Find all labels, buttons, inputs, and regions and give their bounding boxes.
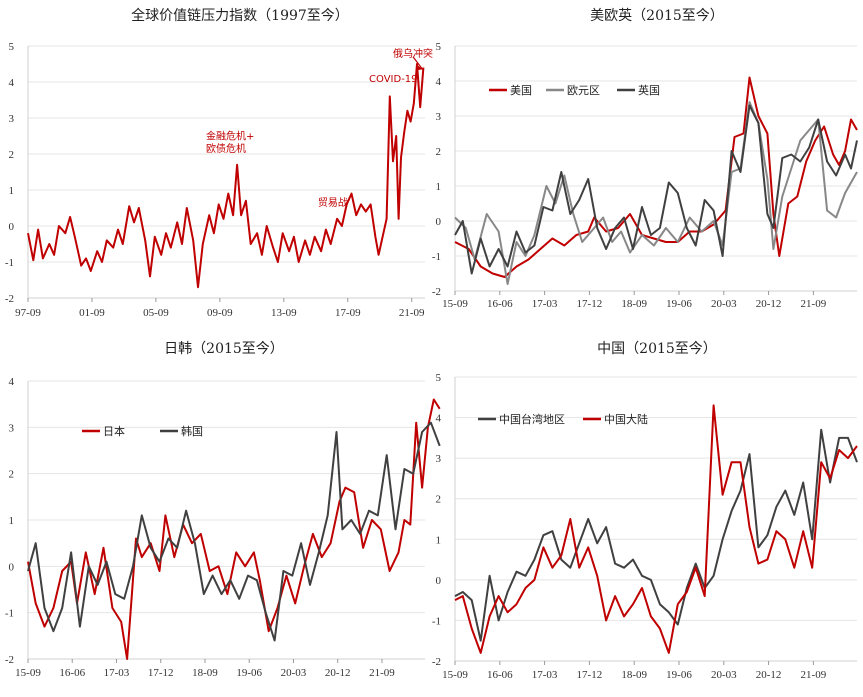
y-tick-label: 0	[9, 221, 15, 233]
x-tick-label: 15-09	[15, 667, 41, 679]
x-tick-label: 17-09	[335, 307, 361, 319]
x-tick-label: 20-12	[756, 298, 782, 310]
y-tick-label: 0	[9, 561, 15, 573]
x-tick-label: 15-09	[442, 669, 468, 681]
x-tick-label: 17-03	[104, 667, 130, 679]
legend-label: 欧元区	[567, 84, 600, 97]
y-tick-label: -1	[5, 257, 14, 269]
x-tick-label: 21-09	[369, 667, 395, 679]
y-tick-label: 4	[436, 413, 442, 425]
x-tick-label: 18-09	[621, 298, 647, 310]
x-tick-label: 19-06	[236, 667, 262, 679]
y-tick-label: -2	[5, 293, 14, 305]
annotation-label: COVID-19	[369, 74, 418, 85]
y-tick-label: -2	[5, 654, 14, 666]
x-tick-label: 20-03	[711, 298, 737, 310]
y-tick-label: 5	[436, 372, 442, 384]
x-tick-label: 01-09	[79, 307, 105, 319]
annotation-label: 俄乌冲突	[393, 47, 433, 60]
annotation-arrow	[412, 56, 424, 70]
annotation-arrowhead	[415, 64, 423, 71]
x-tick-label: 16-06	[59, 667, 85, 679]
x-tick-label: 21-09	[801, 298, 827, 310]
y-tick-label: 4	[436, 76, 442, 88]
x-tick-label: 20-12	[756, 669, 782, 681]
y-tick-label: 0	[436, 216, 442, 228]
y-tick-label: 4	[9, 376, 15, 388]
chart-title: 中国（2015至今）	[597, 341, 717, 357]
y-tick-label: 3	[9, 113, 15, 125]
series-line-日本	[27, 398, 441, 660]
x-tick-label: 20-03	[711, 669, 737, 681]
y-tick-label: 3	[436, 111, 442, 123]
y-tick-label: 3	[9, 422, 15, 434]
y-tick-label: -1	[5, 608, 14, 620]
chart-panel-1: 美欧英（2015至今） 5 4 3 2 1 0 -1 -215-09 16-06 17-03 17-1…	[432, 7, 858, 310]
y-tick-label: 4	[9, 77, 15, 89]
x-tick-label: 19-06	[666, 298, 692, 310]
y-tick-label: -1	[432, 251, 441, 263]
chart-panel-3: 中国（2015至今） 5 4 3 2 1 0 -1 -215-09 16-06 17-03 17-12…	[432, 341, 858, 681]
y-tick-label: 0	[436, 575, 442, 587]
x-tick-label: 97-09	[15, 307, 41, 319]
y-tick-label: 2	[436, 146, 442, 158]
chart-title: 美欧英（2015至今）	[590, 7, 724, 24]
y-tick-label: 1	[436, 534, 442, 546]
series-line-欧元区	[454, 101, 858, 285]
x-tick-label: 19-06	[666, 669, 692, 681]
series-line-英国	[454, 104, 858, 275]
x-tick-label: 18-09	[621, 669, 647, 681]
x-tick-label: 17-03	[532, 669, 558, 681]
x-tick-label: 15-09	[442, 298, 468, 310]
y-tick-label: 5	[436, 41, 442, 53]
legend-label: 美国	[510, 84, 532, 97]
y-tick-label: 2	[9, 469, 15, 481]
x-tick-label: 21-09	[399, 307, 425, 319]
annotation-label: 欧债危机	[206, 142, 246, 155]
x-tick-label: 17-03	[532, 298, 558, 310]
x-tick-label: 20-03	[281, 667, 307, 679]
chart-panel-0: 全球价值链压力指数（1997至今） 5 4 3 2 1 0 -1 -297-09 01-09 05-…	[5, 7, 433, 319]
legend-label: 日本	[103, 424, 125, 438]
y-tick-label: 5	[9, 41, 15, 53]
chart-title: 全球价值链压力指数（1997至今）	[131, 7, 349, 24]
y-tick-label: 1	[9, 515, 15, 527]
series-line-series-0	[27, 63, 425, 289]
x-tick-label: 17-12	[577, 669, 603, 681]
y-tick-label: 1	[9, 185, 15, 197]
legend-label: 中国台湾地区	[499, 412, 565, 426]
x-tick-label: 05-09	[143, 307, 169, 319]
x-tick-label: 13-09	[271, 307, 297, 319]
x-tick-label: 18-09	[192, 667, 218, 679]
series-line-中国台湾地区	[454, 428, 858, 642]
annotation-label: 金融危机+	[206, 130, 254, 143]
series-line-韩国	[27, 421, 441, 642]
y-tick-label: 2	[9, 149, 15, 161]
y-tick-label: -2	[432, 656, 441, 668]
x-tick-label: 16-06	[487, 669, 513, 681]
legend-label: 中国大陆	[604, 412, 648, 426]
y-tick-label: 1	[436, 181, 442, 193]
legend-label: 英国	[638, 83, 660, 97]
x-tick-label: 17-12	[577, 298, 603, 310]
y-tick-label: -1	[432, 615, 441, 627]
x-tick-label: 09-09	[207, 307, 233, 319]
x-tick-label: 16-06	[487, 298, 513, 310]
series-line-中国大陆	[454, 404, 858, 654]
y-tick-label: 2	[436, 494, 442, 506]
x-tick-label: 20-12	[325, 667, 351, 679]
x-tick-label: 21-09	[801, 669, 827, 681]
y-tick-label: 3	[436, 453, 442, 465]
chart-title: 日韩（2015至今）	[164, 341, 284, 357]
legend-label: 韩国	[181, 424, 203, 438]
annotation-label: 贸易战	[318, 197, 348, 209]
x-tick-label: 17-12	[148, 667, 174, 679]
y-tick-label: -2	[432, 286, 441, 298]
